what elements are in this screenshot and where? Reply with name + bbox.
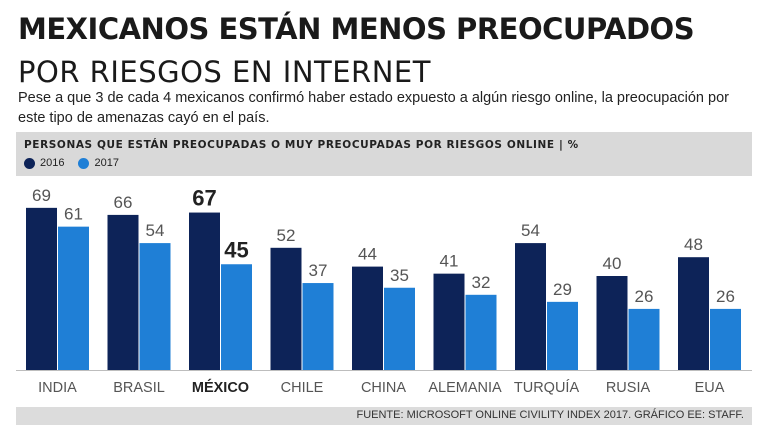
bar-turquía-2016 xyxy=(515,243,546,370)
bar-eua-2016 xyxy=(678,257,709,370)
legend-item-2017: 2017 xyxy=(78,157,119,169)
x-tick-label-chile: CHILE xyxy=(281,380,324,396)
bar-méxico-2017 xyxy=(221,264,252,370)
data-label-rusia-2017: 26 xyxy=(635,287,654,306)
data-label-india-2017: 61 xyxy=(64,205,83,224)
data-label-méxico-2016: 67 xyxy=(192,186,216,211)
data-label-chile-2016: 52 xyxy=(277,226,296,245)
bar-alemania-2016 xyxy=(433,273,465,370)
legend-swatch-2017 xyxy=(78,157,90,169)
legend-item-2016: 2016 xyxy=(24,157,64,169)
bar-china-2017 xyxy=(384,287,415,370)
bar-rusia-2017 xyxy=(628,308,660,370)
data-label-brasil-2016: 66 xyxy=(114,193,133,212)
bar-méxico-2016 xyxy=(189,212,220,370)
bar-chile-2017 xyxy=(302,283,334,370)
data-label-brasil-2017: 54 xyxy=(146,221,165,240)
x-tick-label-china: CHINA xyxy=(361,380,406,396)
x-tick-label-alemania: ALEMANIA xyxy=(428,380,502,396)
x-tick-label-eua: EUA xyxy=(695,380,725,396)
bar-india-2016 xyxy=(26,207,57,370)
page-title: MEXICANOS ESTÁN MENOS PREOCUPADOS xyxy=(18,12,695,46)
data-label-china-2016: 44 xyxy=(358,245,377,264)
data-label-méxico-2017: 45 xyxy=(224,237,248,262)
chart-header-panel: PERSONAS QUE ESTÁN PREOCUPADAS O MUY PRE… xyxy=(16,132,752,176)
data-label-turquía-2016: 54 xyxy=(521,221,540,240)
data-label-india-2016: 69 xyxy=(32,186,51,205)
x-tick-label-brasil: BRASIL xyxy=(113,380,165,396)
page-subtitle: POR RIESGOS EN INTERNET xyxy=(18,55,431,89)
source-note: FUENTE: MICROSOFT ONLINE CIVILITY INDEX … xyxy=(356,409,744,421)
x-tick-label-rusia: RUSIA xyxy=(606,380,651,396)
x-tick-label-méxico: MÉXICO xyxy=(192,379,249,396)
x-tick-label-india: INDIA xyxy=(38,380,77,396)
legend: 2016 2017 xyxy=(24,157,133,169)
source-bar: FUENTE: MICROSOFT ONLINE CIVILITY INDEX … xyxy=(16,407,752,425)
data-label-eua-2017: 26 xyxy=(716,287,735,306)
legend-label-2017: 2017 xyxy=(94,157,119,169)
bar-brasil-2016 xyxy=(107,214,139,370)
bar-rusia-2016 xyxy=(596,276,628,370)
bar-eua-2017 xyxy=(710,308,741,370)
data-label-eua-2016: 48 xyxy=(684,235,703,254)
data-label-alemania-2017: 32 xyxy=(472,273,491,292)
data-label-turquía-2017: 29 xyxy=(553,280,572,299)
chart-heading: PERSONAS QUE ESTÁN PREOCUPADAS O MUY PRE… xyxy=(24,139,579,151)
bar-chile-2016 xyxy=(270,247,302,370)
bar-turquía-2017 xyxy=(547,301,578,370)
x-tick-label-turquía: TURQUÍA xyxy=(514,379,580,396)
legend-swatch-2016 xyxy=(24,157,35,169)
legend-label-2016: 2016 xyxy=(40,157,65,169)
intro-text: Pese a que 3 de cada 4 mexicanos confirm… xyxy=(18,90,729,126)
data-label-rusia-2016: 40 xyxy=(603,254,622,273)
bar-india-2017 xyxy=(58,226,89,370)
data-label-chile-2017: 37 xyxy=(309,261,328,280)
data-label-alemania-2016: 41 xyxy=(440,252,459,271)
bar-brasil-2017 xyxy=(139,243,171,370)
bar-alemania-2017 xyxy=(465,294,497,370)
data-label-china-2017: 35 xyxy=(390,266,409,285)
bar-china-2016 xyxy=(352,266,383,370)
